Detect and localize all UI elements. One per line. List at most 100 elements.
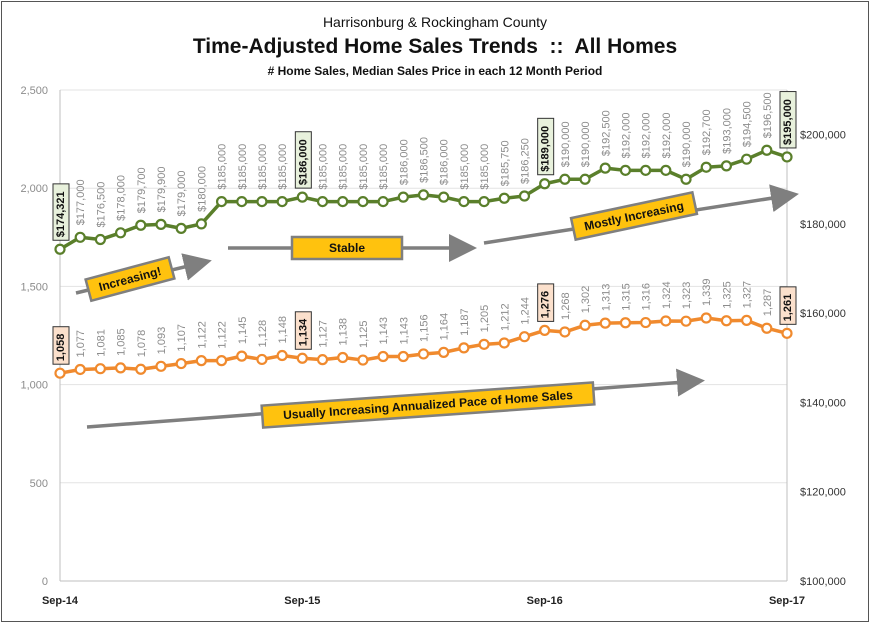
y-right-tick-label: $160,000 (800, 308, 846, 320)
data-point (640, 316, 652, 329)
data-point (781, 151, 793, 163)
data-label: $186,500 (419, 137, 431, 183)
data-point (761, 144, 773, 156)
data-point (741, 153, 753, 165)
data-point (417, 348, 430, 360)
data-label: $192,000 (620, 112, 632, 158)
x-tick-label: Sep-15 (284, 595, 320, 607)
data-point (680, 315, 692, 327)
data-label: 1,212 (499, 303, 511, 331)
data-label: 1,143 (378, 317, 390, 345)
data-point (478, 195, 490, 208)
y-left-tick-label: 1,000 (20, 380, 48, 392)
data-label: $185,000 (459, 144, 471, 190)
annotation-box (569, 190, 699, 242)
data-point (215, 195, 228, 208)
data-point (296, 191, 308, 203)
y-left-tick-label: 1,500 (20, 281, 48, 293)
data-point (680, 173, 692, 185)
data-label: 1,315 (620, 283, 632, 311)
data-label: $196,500 (762, 92, 774, 138)
data-point (478, 338, 490, 350)
data-point (559, 326, 571, 338)
y-right-tick-label: $140,000 (800, 397, 846, 409)
data-label: 1,323 (681, 282, 693, 310)
data-label: 1,078 (136, 330, 148, 358)
data-point (316, 195, 329, 208)
data-label-highlighted: 1,058 (55, 334, 67, 362)
data-label: 1,313 (600, 284, 612, 312)
data-point (619, 317, 632, 329)
data-point (417, 189, 430, 201)
data-label: $185,000 (318, 144, 330, 190)
data-label: $186,000 (398, 139, 410, 185)
data-point (397, 191, 409, 203)
data-point (94, 363, 106, 375)
data-label: 1,085 (116, 328, 128, 356)
data-label: $186,250 (519, 138, 531, 184)
data-point (518, 331, 531, 343)
data-label-box (294, 311, 312, 350)
data-point (276, 195, 288, 208)
annotation-callout: Usually Increasing Annualized Pace of Ho… (260, 381, 596, 429)
data-point (660, 315, 672, 327)
data-label: $178,000 (116, 175, 128, 221)
data-label: 1,268 (560, 292, 572, 320)
data-point (498, 192, 510, 204)
data-point (195, 218, 207, 230)
data-label-box (537, 117, 555, 176)
data-label: $185,000 (217, 144, 229, 190)
data-label: $179,900 (156, 166, 168, 212)
data-point (700, 312, 712, 324)
data-label: 1,143 (398, 317, 410, 345)
data-point (155, 360, 167, 372)
data-point (316, 354, 329, 366)
y-right-tick-label: $180,000 (800, 219, 846, 231)
data-label: 1,325 (721, 281, 733, 309)
data-label: $194,500 (742, 101, 754, 147)
data-label-highlighted: $174,321 (55, 191, 67, 237)
data-label: 1,164 (439, 313, 451, 341)
data-label: 1,125 (358, 321, 370, 349)
data-point (74, 231, 86, 243)
x-tick-label: Sep-14 (42, 595, 79, 607)
y-right-tick-label: $100,000 (800, 576, 846, 588)
data-point (195, 355, 207, 367)
data-point (518, 190, 531, 202)
data-label: $179,700 (136, 167, 148, 213)
data-point (114, 227, 127, 239)
data-label-box (52, 183, 70, 241)
data-label: 1,128 (257, 320, 269, 348)
data-point (256, 353, 268, 366)
x-tick-label: Sep-16 (527, 595, 563, 607)
data-point (700, 161, 712, 173)
y-right-tick-label: $120,000 (800, 487, 846, 499)
data-label: $185,000 (479, 144, 491, 190)
data-point (54, 367, 66, 379)
data-point (599, 317, 611, 329)
data-label: $185,000 (237, 144, 249, 190)
data-label: 1,093 (156, 327, 168, 355)
data-point (458, 195, 470, 208)
data-point (357, 354, 369, 366)
data-label: $186,000 (439, 139, 451, 185)
data-label: $190,000 (681, 121, 693, 167)
data-label: $192,700 (701, 109, 713, 155)
data-label: $177,000 (75, 179, 87, 225)
data-label-highlighted: $195,000 (782, 99, 794, 145)
data-point (337, 351, 349, 364)
data-label: $185,750 (499, 140, 511, 186)
data-label: 1,327 (742, 281, 754, 309)
data-label: $192,000 (661, 112, 673, 158)
data-label-box (779, 286, 797, 325)
data-label: $185,000 (257, 144, 269, 190)
data-point (579, 319, 591, 331)
data-point (74, 363, 86, 376)
median-price-series (54, 144, 793, 255)
data-point (438, 191, 450, 203)
data-point (276, 349, 288, 362)
data-label-highlighted: 1,261 (782, 294, 794, 322)
home-sales-series (54, 312, 793, 379)
